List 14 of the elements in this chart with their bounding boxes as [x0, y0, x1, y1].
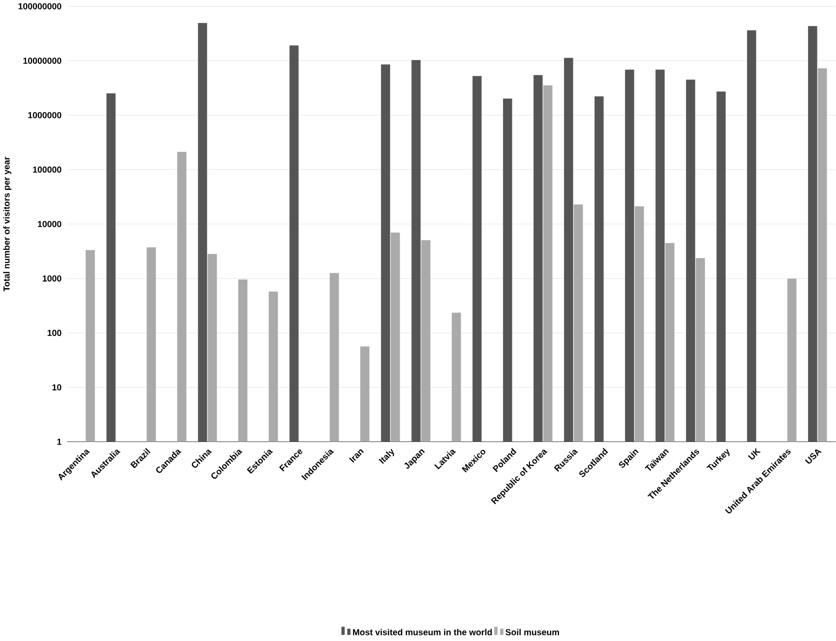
y-axis-title: Total number of visitors per year: [3, 156, 12, 292]
y-tick-label: 10: [52, 384, 62, 391]
y-tick-label: 100000: [33, 166, 62, 173]
y-tick-label: 100000000: [18, 3, 62, 10]
y-tick-label: 10000: [38, 221, 62, 228]
y-tick-label: 1: [57, 438, 62, 445]
y-tick-label: 1000000: [28, 112, 62, 118]
x-tick-label: UK: [748, 448, 761, 460]
y-tick-label: 1000: [42, 276, 62, 282]
x-tick-label: Iran: [349, 450, 364, 463]
y-tick-label: 100: [48, 330, 62, 336]
legend-label: Soil museum: [506, 629, 559, 636]
legend-label: Most visited museum in the world: [353, 629, 492, 636]
y-tick-label: 10000000: [23, 58, 62, 64]
